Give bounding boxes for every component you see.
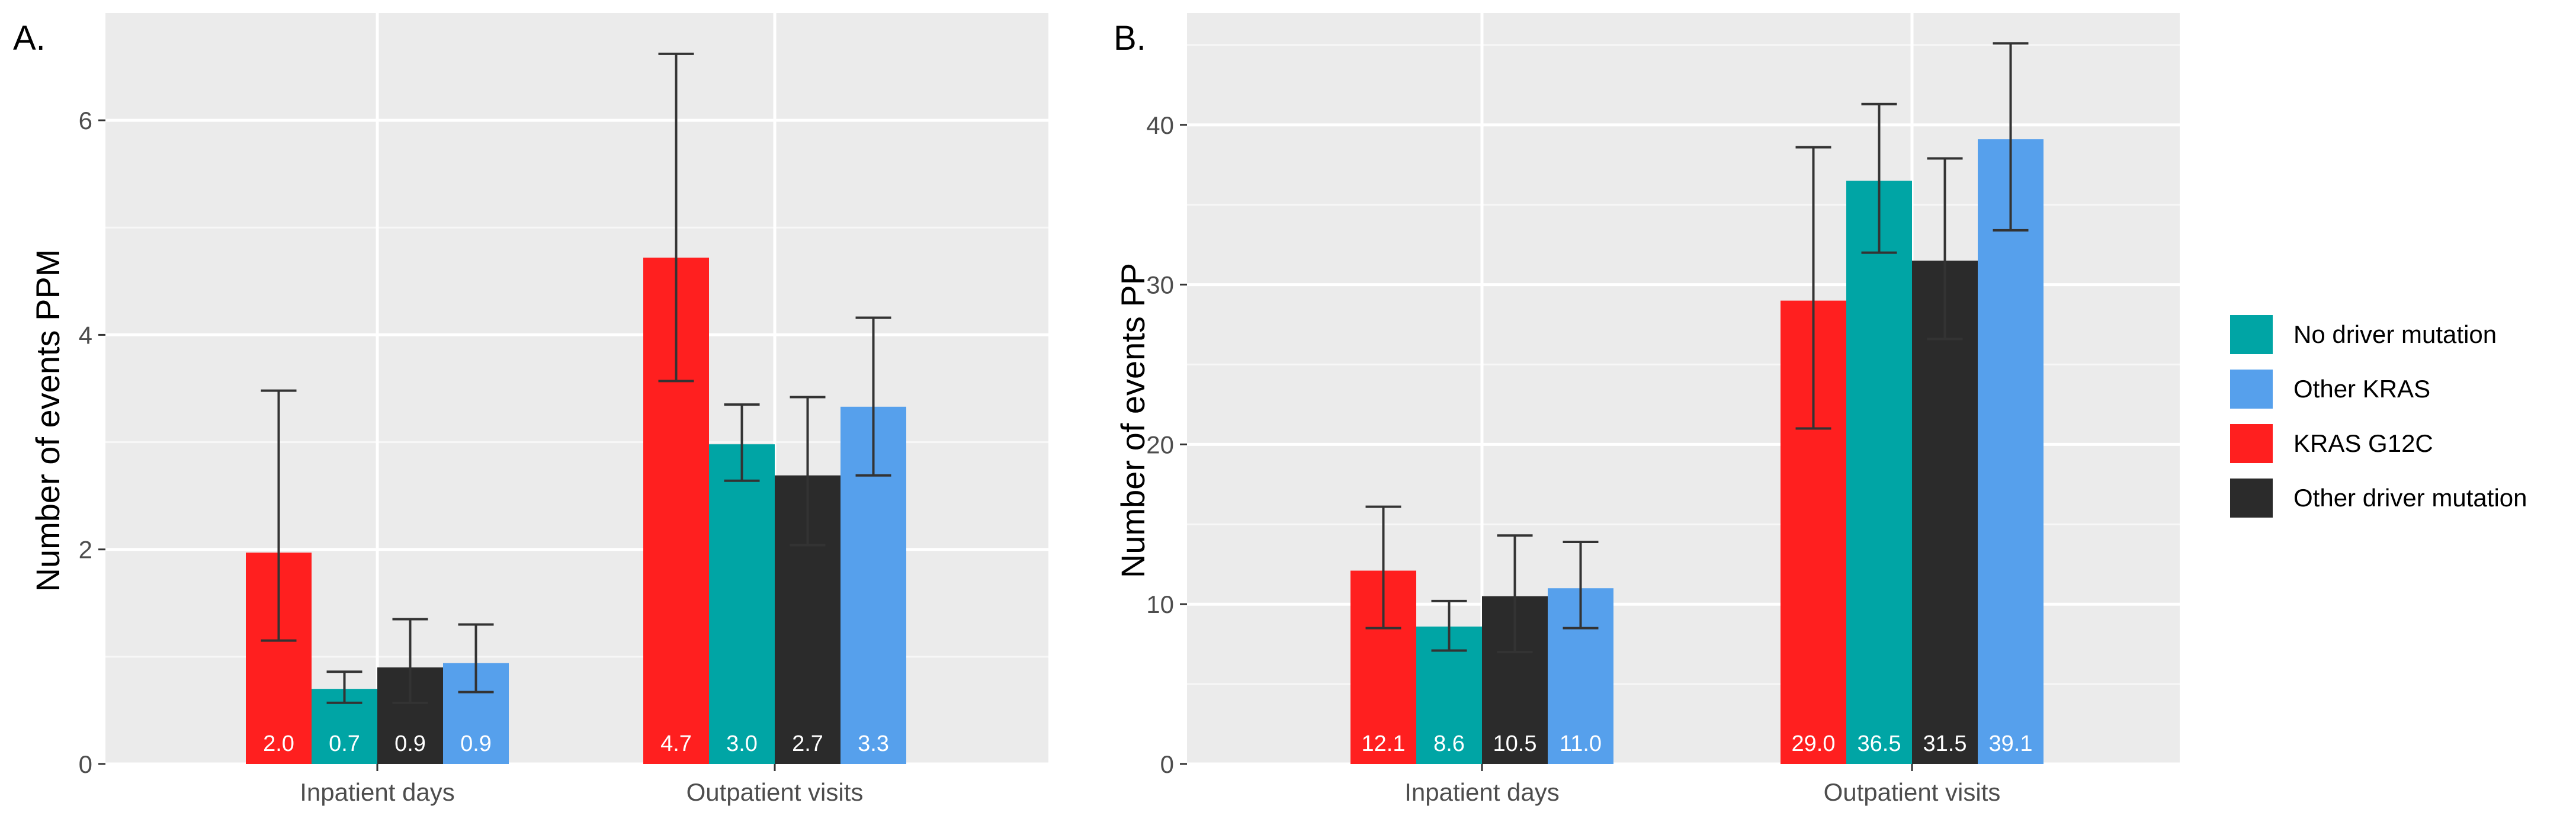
chart-panel-a: A. Number of events PPM 0 2 4 6 Inpatient da… [13, 13, 1048, 806]
bar-value-label-kras-g12c-inpatient-days-b: 12.1 [1362, 731, 1406, 756]
error-bar-kras-g12c-inpatient-days-a [261, 389, 297, 642]
bar-value-label-other-kras-inpatient-days-b: 11.0 [1560, 731, 1602, 756]
x-tick-label-inpatient-days-a: Inpatient days [300, 778, 455, 806]
bar-value-label-kras-g12c-outpatient-visits-a: 4.7 [660, 731, 692, 756]
bar-value-label-no-driver-mutation-inpatient-days-a: 0.7 [329, 731, 360, 756]
bar-value-label-other-driver-mutation-outpatient-visits-a: 2.7 [792, 731, 823, 756]
y-tick-label-b: 0 [1160, 750, 1174, 778]
bar-value-label-other-driver-mutation-inpatient-days-a: 0.9 [394, 731, 426, 756]
error-bar-no-driver-mutation-inpatient-days-a [326, 670, 362, 704]
error-bar-no-driver-mutation-outpatient-visits-a [724, 403, 760, 482]
bar-value-label-other-driver-mutation-outpatient-visits-b: 31.5 [1923, 731, 1967, 756]
error-bar-other-driver-mutation-outpatient-visits-a [790, 396, 826, 547]
y-tick-label-a: 6 [79, 107, 92, 134]
error-bar-other-kras-outpatient-visits-b [1993, 42, 2029, 232]
legend-swatch-no-driver-mutation [2230, 315, 2273, 354]
bar-value-label-other-kras-inpatient-days-a: 0.9 [460, 731, 492, 756]
bar-value-label-other-driver-mutation-inpatient-days-b: 10.5 [1493, 731, 1537, 756]
bar-no-driver-mutation-outpatient-visits-b [1846, 181, 1912, 764]
error-bar-other-kras-inpatient-days-a [458, 623, 494, 693]
bar-value-label-no-driver-mutation-outpatient-visits-b: 36.5 [1858, 731, 1901, 756]
y-tick-label-b: 20 [1146, 431, 1174, 458]
error-bar-other-driver-mutation-inpatient-days-b [1497, 534, 1533, 654]
x-tick-label-inpatient-days-b: Inpatient days [1404, 778, 1560, 806]
error-bar-kras-g12c-inpatient-days-b [1365, 505, 1401, 630]
legend: No driver mutation Other KRAS KRAS G12C … [2230, 315, 2527, 518]
error-bar-kras-g12c-outpatient-visits-a [658, 52, 694, 383]
error-bar-other-driver-mutation-inpatient-days-a [392, 618, 428, 704]
bar-value-label-no-driver-mutation-inpatient-days-b: 8.6 [1433, 731, 1465, 756]
legend-label-other-kras: Other KRAS [2293, 375, 2430, 403]
y-tick-label-a: 2 [79, 536, 92, 564]
legend-swatch-kras-g12c [2230, 424, 2273, 463]
legend-swatch-other-kras [2230, 370, 2273, 409]
legend-label-kras-g12c: KRAS G12C [2293, 429, 2433, 457]
legend-label-other-driver-mutation: Other driver mutation [2293, 484, 2527, 512]
y-tick-label-b: 10 [1146, 590, 1174, 618]
y-tick-label-a: 4 [79, 321, 92, 349]
error-bar-no-driver-mutation-outpatient-visits-b [1861, 102, 1897, 254]
error-bar-kras-g12c-outpatient-visits-b [1795, 146, 1831, 430]
error-bar-other-kras-inpatient-days-b [1563, 540, 1599, 630]
chart-panel-b: B. Number of events PP 0 10 20 30 40 Inpatien… [1114, 13, 2180, 806]
bar-value-label-kras-g12c-outpatient-visits-b: 29.0 [1792, 731, 1836, 756]
x-tick-label-outpatient-visits-b: Outpatient visits [1824, 778, 2001, 806]
error-bar-other-kras-outpatient-visits-a [855, 316, 891, 477]
bar-value-label-other-kras-outpatient-visits-b: 39.1 [1989, 731, 2033, 756]
legend-label-no-driver-mutation: No driver mutation [2293, 320, 2497, 348]
error-bar-no-driver-mutation-inpatient-days-b [1431, 599, 1467, 652]
bar-value-label-no-driver-mutation-outpatient-visits-a: 3.0 [726, 731, 758, 756]
panel-b-label: B. [1114, 19, 1146, 57]
bar-other-kras-outpatient-visits-b [1978, 139, 2044, 764]
error-bar-other-driver-mutation-outpatient-visits-b [1927, 157, 1963, 341]
y-tick-label-b: 30 [1146, 271, 1174, 299]
y-tick-label-b: 40 [1146, 111, 1174, 139]
panel-a-y-axis-title: Number of events PPM [29, 249, 66, 592]
bar-value-label-other-kras-outpatient-visits-a: 3.3 [858, 731, 889, 756]
legend-swatch-other-driver-mutation [2230, 479, 2273, 518]
y-tick-label-a: 0 [79, 750, 92, 778]
x-tick-label-outpatient-visits-a: Outpatient visits [686, 778, 864, 806]
panel-a-label: A. [13, 19, 46, 57]
bar-value-label-kras-g12c-inpatient-days-a: 2.0 [263, 731, 294, 756]
panel-b-y-axis-title: Number of events PP [1114, 263, 1151, 578]
bar-other-driver-mutation-outpatient-visits-b [1912, 261, 1978, 764]
bar-no-driver-mutation-outpatient-visits-a [709, 444, 775, 764]
